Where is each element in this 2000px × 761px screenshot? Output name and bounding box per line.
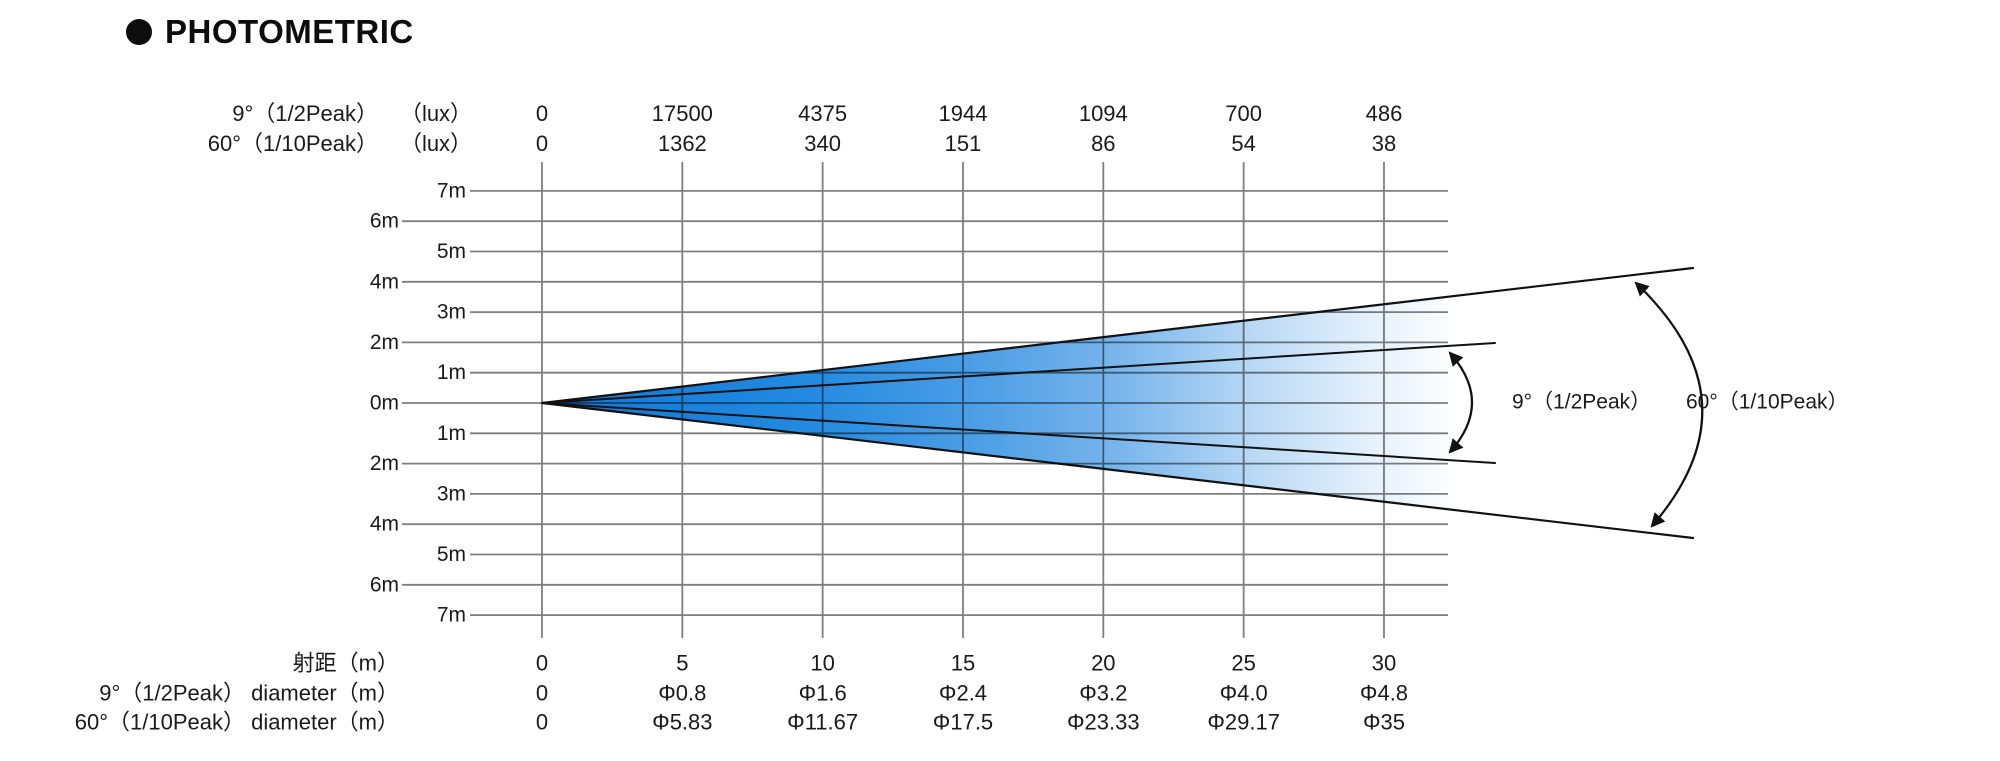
narrow-cone-bottom-edge [541, 402, 1496, 464]
annotation-wide-beam: 60°（1/10Peak） [1686, 391, 1849, 414]
distance-value-4: 20 [1091, 651, 1115, 676]
lux-row-0-label: 9°（1/2Peak） [232, 101, 378, 126]
lux-row-0-value-2: 4375 [798, 101, 847, 126]
vaxis-label-12: 5m [437, 543, 466, 566]
vaxis-label-3: 4m [370, 270, 399, 293]
bullet-icon [126, 19, 152, 45]
vaxis-label-4: 3m [437, 301, 466, 324]
diameter-row-1-value-5: Φ29.17 [1207, 710, 1280, 735]
narrow-angle-arc [1448, 351, 1474, 454]
lux-row-0-value-3: 1944 [939, 101, 988, 126]
lux-row-1-value-0: 0 [536, 131, 548, 156]
lux-row-0-value-4: 1094 [1079, 101, 1128, 126]
vaxis-label-9: 2m [370, 452, 399, 475]
diameter-row-0-value-3: Φ2.4 [939, 681, 987, 706]
vaxis-label-0: 7m [437, 179, 466, 202]
vaxis-label-13: 6m [370, 573, 399, 596]
lux-row-1-value-6: 38 [1372, 131, 1396, 156]
lux-row-1-value-1: 1362 [658, 131, 707, 156]
diameter-row-0-value-2: Φ1.6 [799, 681, 847, 706]
diameter-row-1-value-3: Φ17.5 [933, 710, 993, 735]
distance-value-2: 10 [810, 651, 834, 676]
diameter-row-1-value-2: Φ11.67 [787, 710, 858, 735]
lux-row-1-value-4: 86 [1091, 131, 1115, 156]
lux-row-1-label: 60°（1/10Peak） [208, 131, 378, 156]
vaxis-label-11: 4m [370, 513, 399, 536]
lux-row-0-value-1: 17500 [652, 101, 713, 126]
diameter-row-0-label: 9°（1/2Peak） diameter（m） [99, 681, 399, 706]
wide-cone-bottom-edge [540, 401, 1695, 540]
page-title: PHOTOMETRIC [165, 13, 414, 50]
distance-row-label: 射距（m） [293, 651, 399, 676]
vaxis-label-7: 0m [370, 392, 399, 415]
vaxis-label-10: 3m [437, 482, 466, 505]
diameter-row-1-value-4: Φ23.33 [1067, 710, 1140, 735]
lux-row-1-value-2: 340 [804, 131, 841, 156]
distance-value-5: 25 [1231, 651, 1255, 676]
beam-edges [540, 266, 1695, 540]
lux-row-1-unit: （lux） [400, 131, 472, 156]
narrow-cone-top-edge [541, 342, 1496, 404]
distance-value-0: 0 [536, 651, 548, 676]
vaxis-label-5: 2m [370, 331, 399, 354]
diameter-row-0-value-4: Φ3.2 [1079, 681, 1127, 706]
distance-value-3: 15 [951, 651, 975, 676]
diameter-row-0-value-1: Φ0.8 [658, 681, 706, 706]
lux-row-0-value-6: 486 [1366, 101, 1403, 126]
vaxis-label-1: 6m [370, 210, 399, 233]
lux-row-1-value-3: 151 [945, 131, 982, 156]
lux-row-0-value-5: 700 [1225, 101, 1262, 126]
lux-row-0-value-0: 0 [536, 101, 548, 126]
diameter-row-1-label: 60°（1/10Peak） diameter（m） [75, 710, 399, 735]
diameter-row-0-value-5: Φ4.0 [1220, 681, 1268, 706]
vaxis-label-14: 7m [437, 604, 466, 627]
distance-value-6: 30 [1372, 651, 1396, 676]
distance-value-1: 5 [676, 651, 688, 676]
angle-arcs [1448, 281, 1704, 528]
grid [402, 162, 1448, 638]
wide-cone-top-edge [540, 266, 1695, 405]
annotation-narrow-beam: 9°（1/2Peak） [1512, 391, 1651, 414]
lux-row-1-value-5: 54 [1231, 131, 1255, 156]
diameter-row-1-value-6: Φ35 [1363, 710, 1405, 735]
diameter-row-1-value-1: Φ5.83 [652, 710, 712, 735]
vaxis-label-2: 5m [437, 240, 466, 263]
vaxis-label-6: 1m [437, 361, 466, 384]
diameter-row-0-value-6: Φ4.8 [1360, 681, 1408, 706]
section-header: PHOTOMETRIC [126, 13, 414, 51]
diameter-row-0-value-0: 0 [536, 681, 548, 706]
diameter-row-1-value-0: 0 [536, 710, 548, 735]
vaxis-label-8: 1m [437, 422, 466, 445]
wide-angle-arc [1634, 281, 1704, 528]
lux-row-0-unit: （lux） [400, 101, 472, 126]
